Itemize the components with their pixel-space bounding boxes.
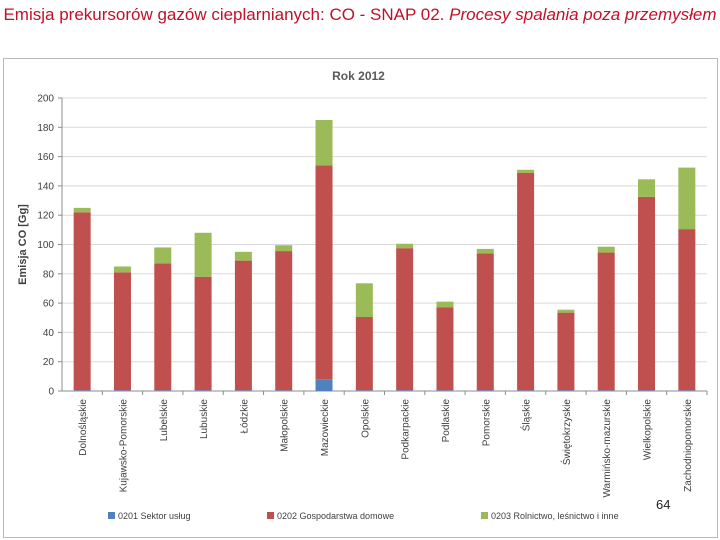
y-tick-label: 140: [37, 181, 54, 192]
bar-segment-3: [73, 207, 91, 213]
x-tick-label: Wielkopolskie: [643, 399, 654, 461]
bar-segment-1: [597, 390, 615, 391]
y-tick-label: 0: [48, 387, 54, 398]
y-tick-label: 60: [43, 299, 55, 310]
x-tick-label: Warmińsko-mazurskie: [602, 399, 613, 498]
slide-title-main: Emisja prekursorów gazów cieplarnianych:…: [3, 5, 450, 24]
legend-swatch: [267, 512, 274, 519]
bar-segment-2: [154, 263, 172, 391]
x-tick-label: Kujawsko-Pomorskie: [118, 399, 129, 493]
bar-segment-1: [557, 390, 575, 391]
legend-label: 0202 Gospodarstwa domowe: [277, 511, 394, 521]
bar-segment-1: [275, 390, 293, 391]
bar-segment-3: [113, 266, 131, 273]
legend-swatch: [108, 512, 115, 519]
x-tick-label: Mazowieckie: [320, 399, 331, 457]
x-tick-label: Lubelskie: [159, 399, 170, 442]
bar-segment-1: [113, 390, 131, 391]
bar-segment-3: [436, 301, 454, 308]
bar-segment-2: [396, 248, 414, 391]
bar-segment-3: [517, 169, 535, 173]
y-tick-label: 40: [43, 328, 55, 339]
bar-segment-2: [194, 276, 212, 391]
bar-segment-3: [154, 247, 172, 264]
legend-swatch: [481, 512, 488, 519]
chart-title: Rok 2012: [332, 69, 385, 83]
slide-title: Emisja prekursorów gazów cieplarnianych:…: [0, 4, 720, 25]
y-tick-label: 80: [43, 269, 55, 280]
x-tick-label: Lubuskie: [199, 399, 210, 439]
bar-segment-2: [557, 312, 575, 391]
bar-segment-1: [355, 390, 373, 391]
y-tick-label: 180: [37, 123, 54, 134]
y-tick-label: 120: [37, 211, 54, 222]
bar-segment-1: [678, 390, 696, 391]
bar-segment-3: [275, 245, 293, 252]
bar-segment-1: [476, 390, 494, 391]
bar-segment-2: [638, 196, 656, 391]
legend-label: 0201 Sektor usług: [118, 511, 191, 521]
bar-segment-2: [315, 165, 333, 380]
x-tick-label: Pomorskie: [481, 399, 492, 447]
x-tick-label: Małopolskie: [280, 399, 291, 452]
bar-segment-3: [638, 179, 656, 197]
bar-segment-2: [355, 317, 373, 391]
x-tick-label: Zachodniopomorskie: [683, 399, 694, 492]
bar-segment-2: [597, 252, 615, 391]
bar-segment-2: [113, 272, 131, 391]
bar-segment-3: [557, 309, 575, 313]
bar-segment-1: [396, 390, 414, 391]
slide-title-italic: Procesy spalania poza przemysłem: [449, 5, 717, 24]
bar-segment-3: [396, 243, 414, 249]
bar-segment-2: [436, 307, 454, 391]
x-tick-label: Dolnośląskie: [78, 399, 89, 456]
bar-segment-1: [638, 390, 656, 391]
bar-segment-3: [355, 283, 373, 318]
bar-segment-2: [73, 212, 91, 391]
bar-segment-1: [436, 390, 454, 391]
x-tick-label: Podlaskie: [441, 399, 452, 443]
bar-segment-2: [275, 251, 293, 391]
bar-segment-2: [476, 253, 494, 391]
y-tick-label: 100: [37, 240, 54, 251]
bar-segment-3: [678, 167, 696, 230]
bar-segment-1: [194, 390, 212, 391]
bar-segment-3: [315, 119, 333, 166]
bar-segment-3: [194, 232, 212, 277]
legend-label: 0203 Rolnictwo, leśnictwo i inne: [491, 511, 619, 521]
bar-segment-2: [234, 260, 252, 391]
bar-segment-2: [678, 229, 696, 391]
x-tick-label: Łódzkie: [239, 399, 250, 434]
bar-segment-1: [73, 390, 91, 391]
x-tick-label: Opolskie: [360, 399, 371, 438]
bar-segment-3: [476, 248, 494, 254]
y-tick-label: 200: [37, 94, 54, 105]
bar-segment-1: [154, 390, 172, 391]
x-tick-label: Podkarpackie: [401, 399, 412, 460]
page-number: 64: [656, 497, 671, 512]
bar-segment-3: [234, 251, 252, 261]
y-tick-label: 160: [37, 152, 54, 163]
x-tick-label: Świętokrzyskie: [560, 399, 573, 466]
bar-segment-2: [517, 172, 535, 391]
bar-segment-3: [597, 246, 615, 253]
y-axis-label: Emisja CO [Gg]: [17, 204, 29, 285]
x-tick-label: Śląskie: [520, 399, 533, 432]
bar-segment-1: [315, 379, 333, 391]
bar-segment-1: [234, 390, 252, 391]
bar-segment-1: [517, 390, 535, 391]
y-tick-label: 20: [43, 357, 55, 368]
